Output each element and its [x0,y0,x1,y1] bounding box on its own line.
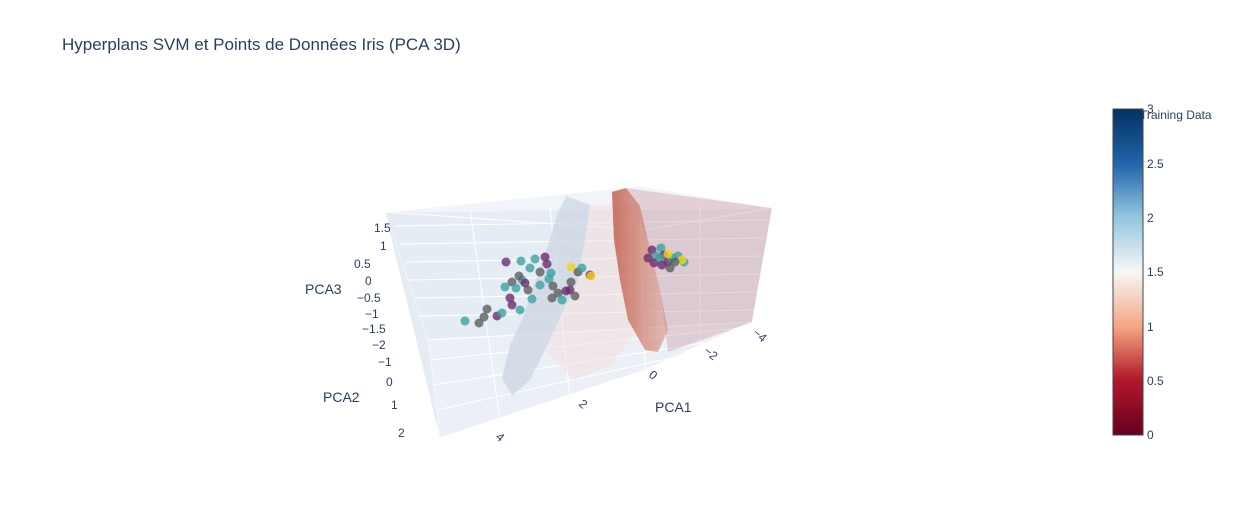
data-point [670,257,680,267]
data-point [565,285,575,295]
colorbar-tick: 3 [1147,102,1154,116]
x-tick-label: 0 [646,368,660,383]
data-point [548,281,558,291]
z-tick-label: −1 [365,307,379,321]
data-point [649,258,659,268]
data-point [523,285,533,295]
data-point [655,253,665,263]
colorbar-tick: 2 [1147,211,1154,225]
x-tick-label: 4 [493,430,507,445]
z-tick-label: 1.5 [374,221,391,235]
data-point [515,305,525,315]
data-point [656,243,666,253]
data-point [542,259,552,269]
data-point [570,291,580,301]
data-point [474,318,484,328]
data-point [511,283,521,293]
data-point [535,280,545,290]
data-point [540,252,550,262]
hyperplane-class-0-region [626,188,772,352]
colorbar-gradient [1112,108,1144,436]
left-wall [385,212,440,438]
data-point [516,256,526,266]
colorbar-tick: 2.5 [1147,157,1164,171]
data-point [566,262,576,272]
data-point [505,293,515,303]
x-axis-title: PCA1 [655,399,692,415]
colorbar-tick: 1.5 [1147,265,1164,279]
data-point [547,293,557,303]
data-point [530,254,540,264]
colorbar-tick: 1 [1147,320,1154,334]
data-point [497,308,507,318]
x-tick-label: −2 [701,344,721,364]
data-point [460,316,470,326]
data-point [665,263,675,273]
data-point [577,263,587,273]
data-point [482,304,492,314]
z-tick-label: 0 [365,274,372,288]
y-tick-label: 1 [391,398,398,412]
data-point [535,267,545,277]
y-tick-label: −2 [372,338,386,352]
data-point [507,300,517,310]
data-point [546,268,556,278]
y-tick-label: 2 [398,426,405,440]
data-point [657,260,667,270]
hyperplane-class-1 [502,196,590,396]
hyperplane-class-0 [612,188,668,352]
data-point [586,271,596,281]
data-point [566,277,576,287]
data-point [527,294,537,304]
z-axis-title: PCA3 [305,281,342,297]
x-tick-label: 2 [576,397,590,412]
y-axis-title: PCA2 [323,389,360,405]
data-point [520,278,530,288]
data-point [663,249,673,259]
data-point [479,312,489,322]
y-tick-label: −1 [378,355,392,369]
data-point [525,263,535,273]
data-point [677,255,687,265]
y-tick-label: 0 [386,375,393,389]
colorbar-tick: 0 [1147,428,1154,442]
data-point [643,253,653,263]
data-point [553,288,563,298]
colorbar: 3 2.5 2 1.5 1 0.5 0 Training Data [1112,102,1212,442]
colorbar-title: Training Data [1140,108,1212,122]
scene-3d[interactable]: 1.5 1 0.5 0 −0.5 −1 −1.5 PCA3 −2 −1 0 1 … [305,185,773,445]
z-tick-label: −1.5 [362,322,386,336]
chart-title: Hyperplans SVM et Points de Données Iris… [62,35,461,54]
data-point [557,295,567,305]
z-tick-label: 0.5 [354,257,371,271]
grid-lines [394,205,767,421]
x-tick-label: −4 [750,326,770,346]
z-tick-label: −0.5 [357,291,381,305]
colorbar-tick: 0.5 [1147,374,1164,388]
data-point [500,282,510,292]
data-points [460,243,689,328]
z-tick-label: 1 [380,239,387,253]
data-point [501,257,511,267]
data-point [514,271,524,281]
